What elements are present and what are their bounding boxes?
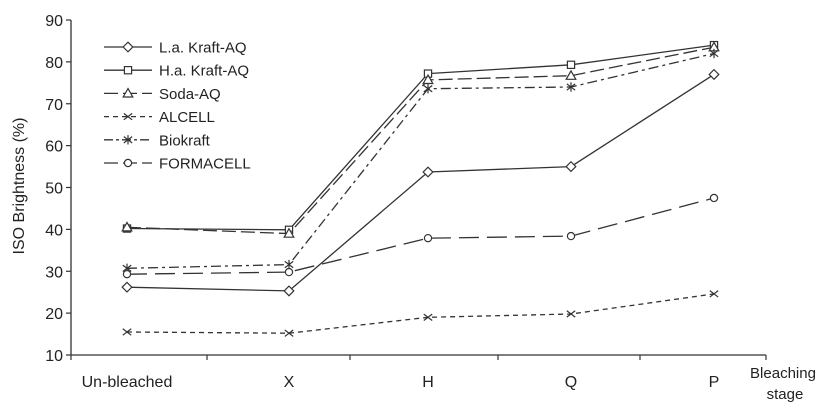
y-tick-label: 30 [45, 264, 63, 281]
x-axis-label-line-1: Bleaching [750, 365, 816, 382]
series-line [126, 293, 715, 334]
star-marker [423, 83, 433, 94]
series-line [126, 73, 715, 292]
triangle-marker [283, 227, 295, 238]
series-layer [121, 40, 720, 337]
x-axis-label-line-2: stage [767, 386, 804, 403]
diamond-marker [283, 285, 295, 297]
x-marker-stroke [284, 329, 294, 337]
x-tick-label: P [709, 374, 720, 391]
legend-item: FORMACELL [104, 156, 251, 173]
legend-label: ALCELL [159, 109, 215, 126]
x-tick-label: X [284, 374, 295, 391]
triangle-marker [122, 87, 134, 98]
star-marker [566, 82, 576, 92]
y-tick-label: 10 [45, 348, 63, 365]
circle-marker [423, 233, 433, 243]
star-marker [123, 135, 133, 145]
x-tick-label: H [422, 374, 434, 391]
x-marker-stroke [123, 112, 133, 121]
y-tick-label: 90 [45, 13, 63, 30]
y-tick-label: 60 [45, 139, 63, 156]
x-marker-stroke [423, 313, 433, 321]
y-tick-label: 70 [45, 97, 63, 114]
legend-item: H.a. Kraft-AQ [104, 63, 249, 80]
axes-group: 10 20 30 40 50 60 70 80 90 Un-bleached X H Q P [45, 13, 767, 391]
x-tick-label: Un-bleached [82, 374, 173, 391]
triangle-marker [565, 69, 577, 80]
series-line [126, 197, 715, 275]
legend-item: ALCELL [104, 109, 215, 126]
y-tick-label: 50 [45, 181, 63, 198]
x-marker [709, 290, 719, 298]
y-tick-label: 40 [45, 222, 63, 239]
legend-item: Biokraft [104, 132, 211, 149]
series-formacell [122, 193, 719, 279]
y-tick-label: 80 [45, 55, 63, 72]
triangle-marker [422, 73, 434, 85]
triangle-marker [121, 221, 133, 232]
legend: L.a. Kraft-AQ H.a. Kraft-AQ Soda-AQ ALCELL B… [104, 40, 251, 173]
legend-label: FORMACELL [159, 156, 251, 173]
x-tick-label: Q [565, 374, 577, 391]
x-marker [122, 328, 132, 336]
star-marker [709, 48, 719, 59]
series-l-a-kraft-aq [121, 68, 720, 297]
legend-label: H.a. Kraft-AQ [159, 63, 249, 80]
x-marker [423, 313, 433, 321]
x-marker [123, 112, 133, 121]
diamond-marker [708, 68, 720, 81]
circle-marker [123, 158, 133, 168]
x-marker-stroke [122, 328, 132, 336]
legend-label: Soda-AQ [159, 86, 221, 103]
legend-item: L.a. Kraft-AQ [104, 40, 247, 57]
series-alcell [122, 290, 719, 337]
legend-item: Soda-AQ [104, 86, 221, 103]
y-axis-label: ISO Brightness (%) [11, 118, 28, 255]
diamond-marker [422, 166, 434, 178]
diamond-marker [565, 160, 577, 173]
series-soda-aq [121, 41, 720, 238]
x-marker [284, 329, 294, 337]
circle-marker [709, 193, 719, 203]
x-marker [566, 310, 576, 318]
square-marker [566, 60, 576, 70]
diamond-marker [122, 41, 134, 53]
x-marker-stroke [566, 310, 576, 318]
legend-label: L.a. Kraft-AQ [159, 40, 247, 57]
circle-marker [566, 231, 576, 241]
circle-marker [284, 267, 294, 277]
star-marker [284, 259, 294, 270]
legend-label: Biokraft [159, 132, 211, 149]
y-tick-label: 20 [45, 306, 63, 323]
square-marker [123, 65, 133, 75]
diamond-marker [121, 281, 133, 293]
series-biokraft [122, 48, 719, 274]
circle-marker [122, 269, 132, 279]
x-marker-stroke [709, 290, 719, 298]
